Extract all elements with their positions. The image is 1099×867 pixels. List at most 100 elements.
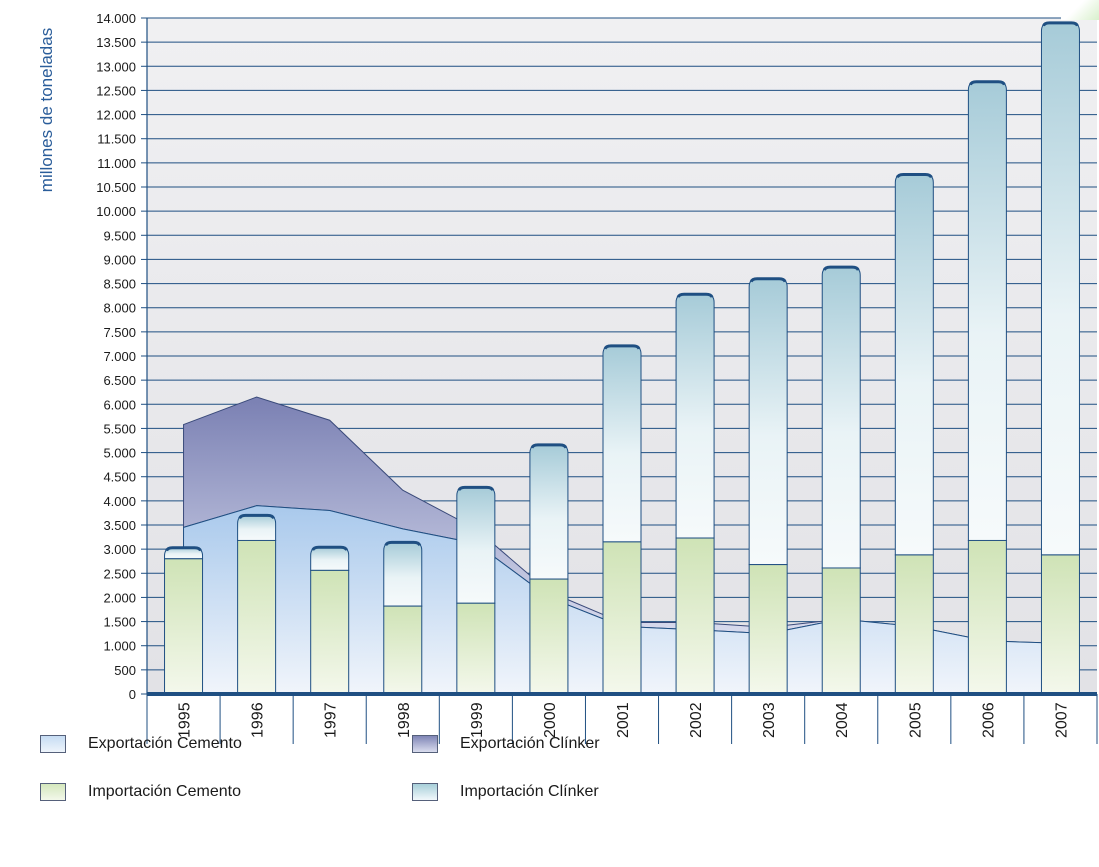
y-tick-label: 3.500 [103,518,136,533]
bar-importacion-clinker [383,541,423,607]
x-tick-label: 2004 [834,702,851,738]
x-tick-label: 1999 [469,702,486,738]
bar-importacion-clinker [237,514,277,541]
bar-cap [457,485,495,491]
legend-swatch-importacion-clinker [412,783,438,801]
y-tick-label: 8.500 [103,277,136,292]
axes [141,17,1098,744]
legend-swatch-exportacion-cemento [40,735,66,753]
bar-cap [895,172,933,179]
y-tick-label: 13.500 [96,35,136,50]
y-tick-label: 12.000 [96,108,136,123]
legend-item-importacion-cemento: Importación Cemento [40,783,241,801]
bar-importacion-clinker [310,546,350,571]
legend-swatch-importacion-cemento [40,783,66,801]
x-tick-label: 2005 [907,702,924,738]
x-tick-label: 1995 [177,702,194,738]
bar-cap [968,80,1006,86]
y-tick-label: 5.000 [103,446,136,461]
bar-importacion-clinker [894,173,934,556]
bar-importacion-cemento [164,558,204,695]
x-tick-labels: 1995 1996 1997 1998 1999 2000 2001 2002 2003 2004… [177,702,1071,738]
bar-cap [822,265,860,271]
y-tick-label: 9.000 [103,252,136,267]
legend-item-exportacion-clinker: Exportación Clínker [412,735,600,753]
bar-series [164,21,1080,695]
bar-importacion-cemento [967,539,1007,695]
x-tick-label: 1996 [250,702,267,738]
y-tick-label: 10.000 [96,204,136,219]
y-tick-label: 1.500 [103,615,136,630]
bar-importacion-cemento [602,541,642,695]
y-tick-label: 4.000 [103,494,136,509]
legend: Exportación Cemento Importación Cemento … [40,735,740,855]
y-tick-label: 11.500 [97,132,136,147]
bar-importacion-cemento [310,569,350,695]
bar-cap [165,546,202,552]
y-tick-label: 6.000 [103,397,136,412]
legend-label-exportacion-cemento: Exportación Cemento [88,735,242,752]
bar-importacion-clinker [675,293,715,539]
bar-importacion-cemento [894,554,934,695]
y-tick-label: 0 [129,687,136,702]
y-tick-label: 7.000 [103,349,136,364]
bar-cap [384,540,422,546]
y-tick-labels: 0 500 1.000 1.500 2.000 2.500 3.000 3.500 4.000 4… [96,11,136,702]
x-tick-label: 2007 [1053,702,1070,738]
bar-importacion-cemento [821,567,861,695]
y-tick-label: 6.500 [103,373,136,388]
y-axis-label: millones de toneladas [37,28,56,192]
bar-importacion-clinker [748,278,788,566]
bar-importacion-cemento [383,605,423,695]
bar-importacion-cemento [675,537,715,695]
bar-importacion-cemento [529,578,569,695]
bar-cap [676,292,714,298]
y-tick-label: 1.000 [103,639,136,654]
bar-importacion-cemento [1040,554,1080,695]
bar-importacion-cemento [456,602,496,695]
legend-label-importacion-clinker: Importación Clínker [460,783,599,800]
legend-swatch-exportacion-clinker [412,735,438,753]
bar-cap [530,443,568,449]
y-tick-label: 13.000 [96,59,136,74]
bar-importacion-clinker [456,486,496,604]
legend-label-importacion-cemento: Importación Cemento [88,783,241,800]
y-tick-label: 2.000 [103,590,136,605]
y-tick-label: 500 [114,663,136,678]
y-tick-label: 5.500 [103,421,136,436]
bar-importacion-cemento [748,564,788,695]
x-tick-label: 2003 [761,702,778,738]
x-tick-label: 2001 [615,702,632,738]
bar-cap [603,344,641,350]
legend-label-exportacion-clinker: Exportación Clínker [460,735,600,752]
y-tick-label: 10.500 [96,180,136,195]
y-tick-label: 9.500 [103,228,136,243]
y-tick-label: 14.000 [96,11,136,26]
corner-decoration [1061,0,1099,20]
bar-cap [238,513,276,519]
x-tick-label: 1997 [323,702,340,738]
bar-importacion-clinker [967,81,1007,541]
bar-cap [749,277,787,283]
y-tick-label: 12.500 [96,83,136,98]
legend-item-importacion-clinker: Importación Clínker [412,783,599,801]
bar-importacion-clinker [1040,22,1080,556]
y-tick-label: 3.000 [103,542,136,557]
x-tick-label: 1998 [396,702,413,738]
y-tick-label: 11.000 [97,156,136,171]
y-tick-label: 7.500 [103,325,136,340]
y-tick-label: 2.500 [103,566,136,581]
x-tick-label: 2000 [542,702,559,738]
bar-cap [311,545,349,551]
x-tick-label: 2002 [688,702,705,738]
bar-importacion-clinker [602,345,642,543]
y-tick-label: 8.000 [103,301,136,316]
bar-cap [1042,21,1079,27]
bar-importacion-cemento [237,539,277,695]
bar-importacion-clinker [821,266,861,569]
bar-importacion-clinker [529,444,569,580]
y-tick-label: 4.500 [103,470,136,485]
x-tick-label: 2006 [980,702,997,738]
legend-item-exportacion-cemento: Exportación Cemento [40,735,242,753]
